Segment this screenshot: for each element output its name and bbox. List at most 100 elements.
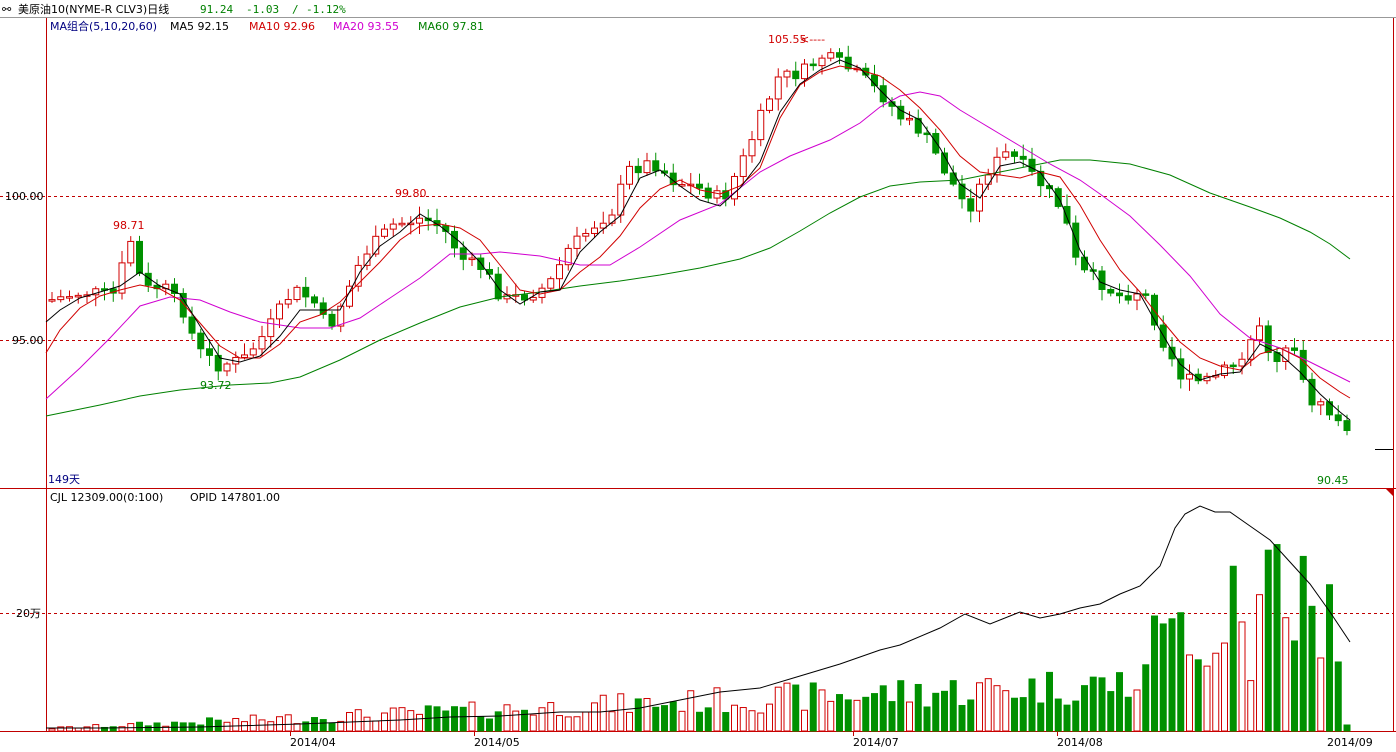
volume-bar bbox=[372, 720, 380, 732]
change-separator: / bbox=[292, 3, 299, 16]
candle bbox=[809, 63, 817, 67]
annotation-peak-march: 98.71 bbox=[113, 219, 145, 232]
volume-bar bbox=[766, 703, 773, 732]
volume-bar bbox=[608, 711, 616, 732]
ma-legend: MA组合(5,10,20,60) MA5 92.15 MA10 92.96 MA… bbox=[50, 19, 484, 33]
volume-bar bbox=[1186, 654, 1193, 732]
candle bbox=[783, 70, 791, 78]
volume-bar bbox=[678, 710, 686, 732]
candle bbox=[389, 223, 397, 230]
candle bbox=[398, 222, 406, 226]
volume-bar bbox=[83, 726, 91, 732]
candle bbox=[1133, 293, 1141, 301]
volume-bar bbox=[836, 694, 843, 732]
candle bbox=[118, 262, 126, 294]
volume-bar bbox=[529, 714, 537, 732]
volume-bar bbox=[1203, 665, 1211, 732]
candle bbox=[197, 332, 205, 350]
header: ⚯ 美原油10(NYME-R CLV3)日线 91.24 -1.03 / -1.… bbox=[2, 2, 346, 16]
candle bbox=[1282, 347, 1290, 362]
candle bbox=[792, 70, 800, 80]
candle bbox=[591, 227, 598, 234]
candle bbox=[1317, 401, 1325, 406]
candle bbox=[319, 302, 327, 315]
volume-bar bbox=[284, 714, 292, 732]
candle bbox=[766, 98, 773, 111]
volume-bar bbox=[976, 682, 983, 732]
candle bbox=[1081, 256, 1088, 271]
candle bbox=[643, 160, 651, 174]
volume-bar bbox=[862, 696, 870, 732]
volume-bar bbox=[57, 726, 65, 732]
volume-bar bbox=[958, 704, 966, 732]
volume-bar bbox=[433, 706, 441, 732]
candle bbox=[284, 299, 292, 305]
volume-bar bbox=[48, 728, 56, 732]
volume-bar bbox=[1343, 724, 1351, 732]
volume-bar bbox=[923, 706, 931, 732]
volume-bar bbox=[538, 707, 546, 732]
candle bbox=[906, 117, 913, 121]
candle bbox=[1168, 346, 1176, 360]
volume-bar bbox=[1177, 612, 1185, 732]
volume-bar bbox=[416, 713, 423, 732]
candle bbox=[704, 187, 712, 199]
last-price: 91.24 bbox=[200, 3, 233, 16]
cjl-legend: CJL 12309.00(0:100) bbox=[50, 491, 163, 504]
volume-bar bbox=[1054, 698, 1062, 732]
candle bbox=[521, 294, 528, 301]
volume-bar bbox=[1124, 696, 1132, 732]
volume-bar bbox=[591, 702, 598, 732]
candle bbox=[346, 285, 353, 307]
candle bbox=[529, 296, 537, 301]
volume-bar bbox=[809, 682, 817, 732]
ma5-legend: MA5 92.15 bbox=[170, 20, 229, 33]
ma20-legend: MA20 93.55 bbox=[333, 20, 399, 33]
volume-bar bbox=[1308, 605, 1316, 732]
candle bbox=[547, 278, 555, 289]
price-change-pct: -1.12% bbox=[306, 3, 346, 16]
ma20-line bbox=[45, 91, 1351, 400]
volume-bar bbox=[1256, 594, 1263, 732]
volume-bar bbox=[503, 704, 511, 732]
candle bbox=[57, 296, 65, 301]
volume-bar bbox=[844, 699, 852, 732]
volume-bar bbox=[171, 721, 178, 732]
days-count: 149天 bbox=[48, 473, 80, 486]
candle bbox=[827, 52, 835, 59]
ma10-line bbox=[45, 65, 1351, 399]
candle bbox=[494, 273, 502, 300]
volume-bar bbox=[993, 685, 1001, 732]
volume-axis-label: 20万 bbox=[16, 607, 41, 620]
candle bbox=[1037, 170, 1045, 187]
ma-legend-label[interactable]: MA组合(5,10,20,60) bbox=[50, 19, 157, 33]
candle bbox=[1238, 358, 1246, 367]
volume-bar bbox=[1002, 690, 1010, 732]
candle bbox=[267, 318, 275, 338]
volume-bar bbox=[739, 707, 747, 732]
volume-bar bbox=[888, 701, 896, 732]
volume-bar bbox=[1142, 664, 1150, 732]
volume-bar bbox=[626, 711, 633, 732]
volume-bar bbox=[696, 711, 703, 732]
volume-bar bbox=[144, 725, 152, 732]
volume-bar bbox=[783, 682, 791, 732]
volume-bar bbox=[1028, 678, 1036, 732]
volume-bar bbox=[1273, 544, 1281, 732]
volume-bar bbox=[477, 716, 485, 732]
volume-bar bbox=[197, 724, 205, 732]
link-icon[interactable]: ⚯ bbox=[2, 3, 12, 16]
corner-marker bbox=[1386, 489, 1393, 496]
volume-bar bbox=[1238, 621, 1246, 732]
volume-bar bbox=[407, 710, 415, 732]
candle bbox=[276, 303, 283, 320]
candle bbox=[1063, 205, 1071, 224]
volume-bar bbox=[328, 722, 336, 732]
candle bbox=[949, 172, 957, 185]
ma60-legend: MA60 97.81 bbox=[418, 20, 484, 33]
volume-bar bbox=[652, 706, 660, 732]
volume-bar bbox=[1133, 689, 1141, 732]
candle bbox=[127, 240, 135, 264]
candlestick-series bbox=[48, 45, 1351, 436]
